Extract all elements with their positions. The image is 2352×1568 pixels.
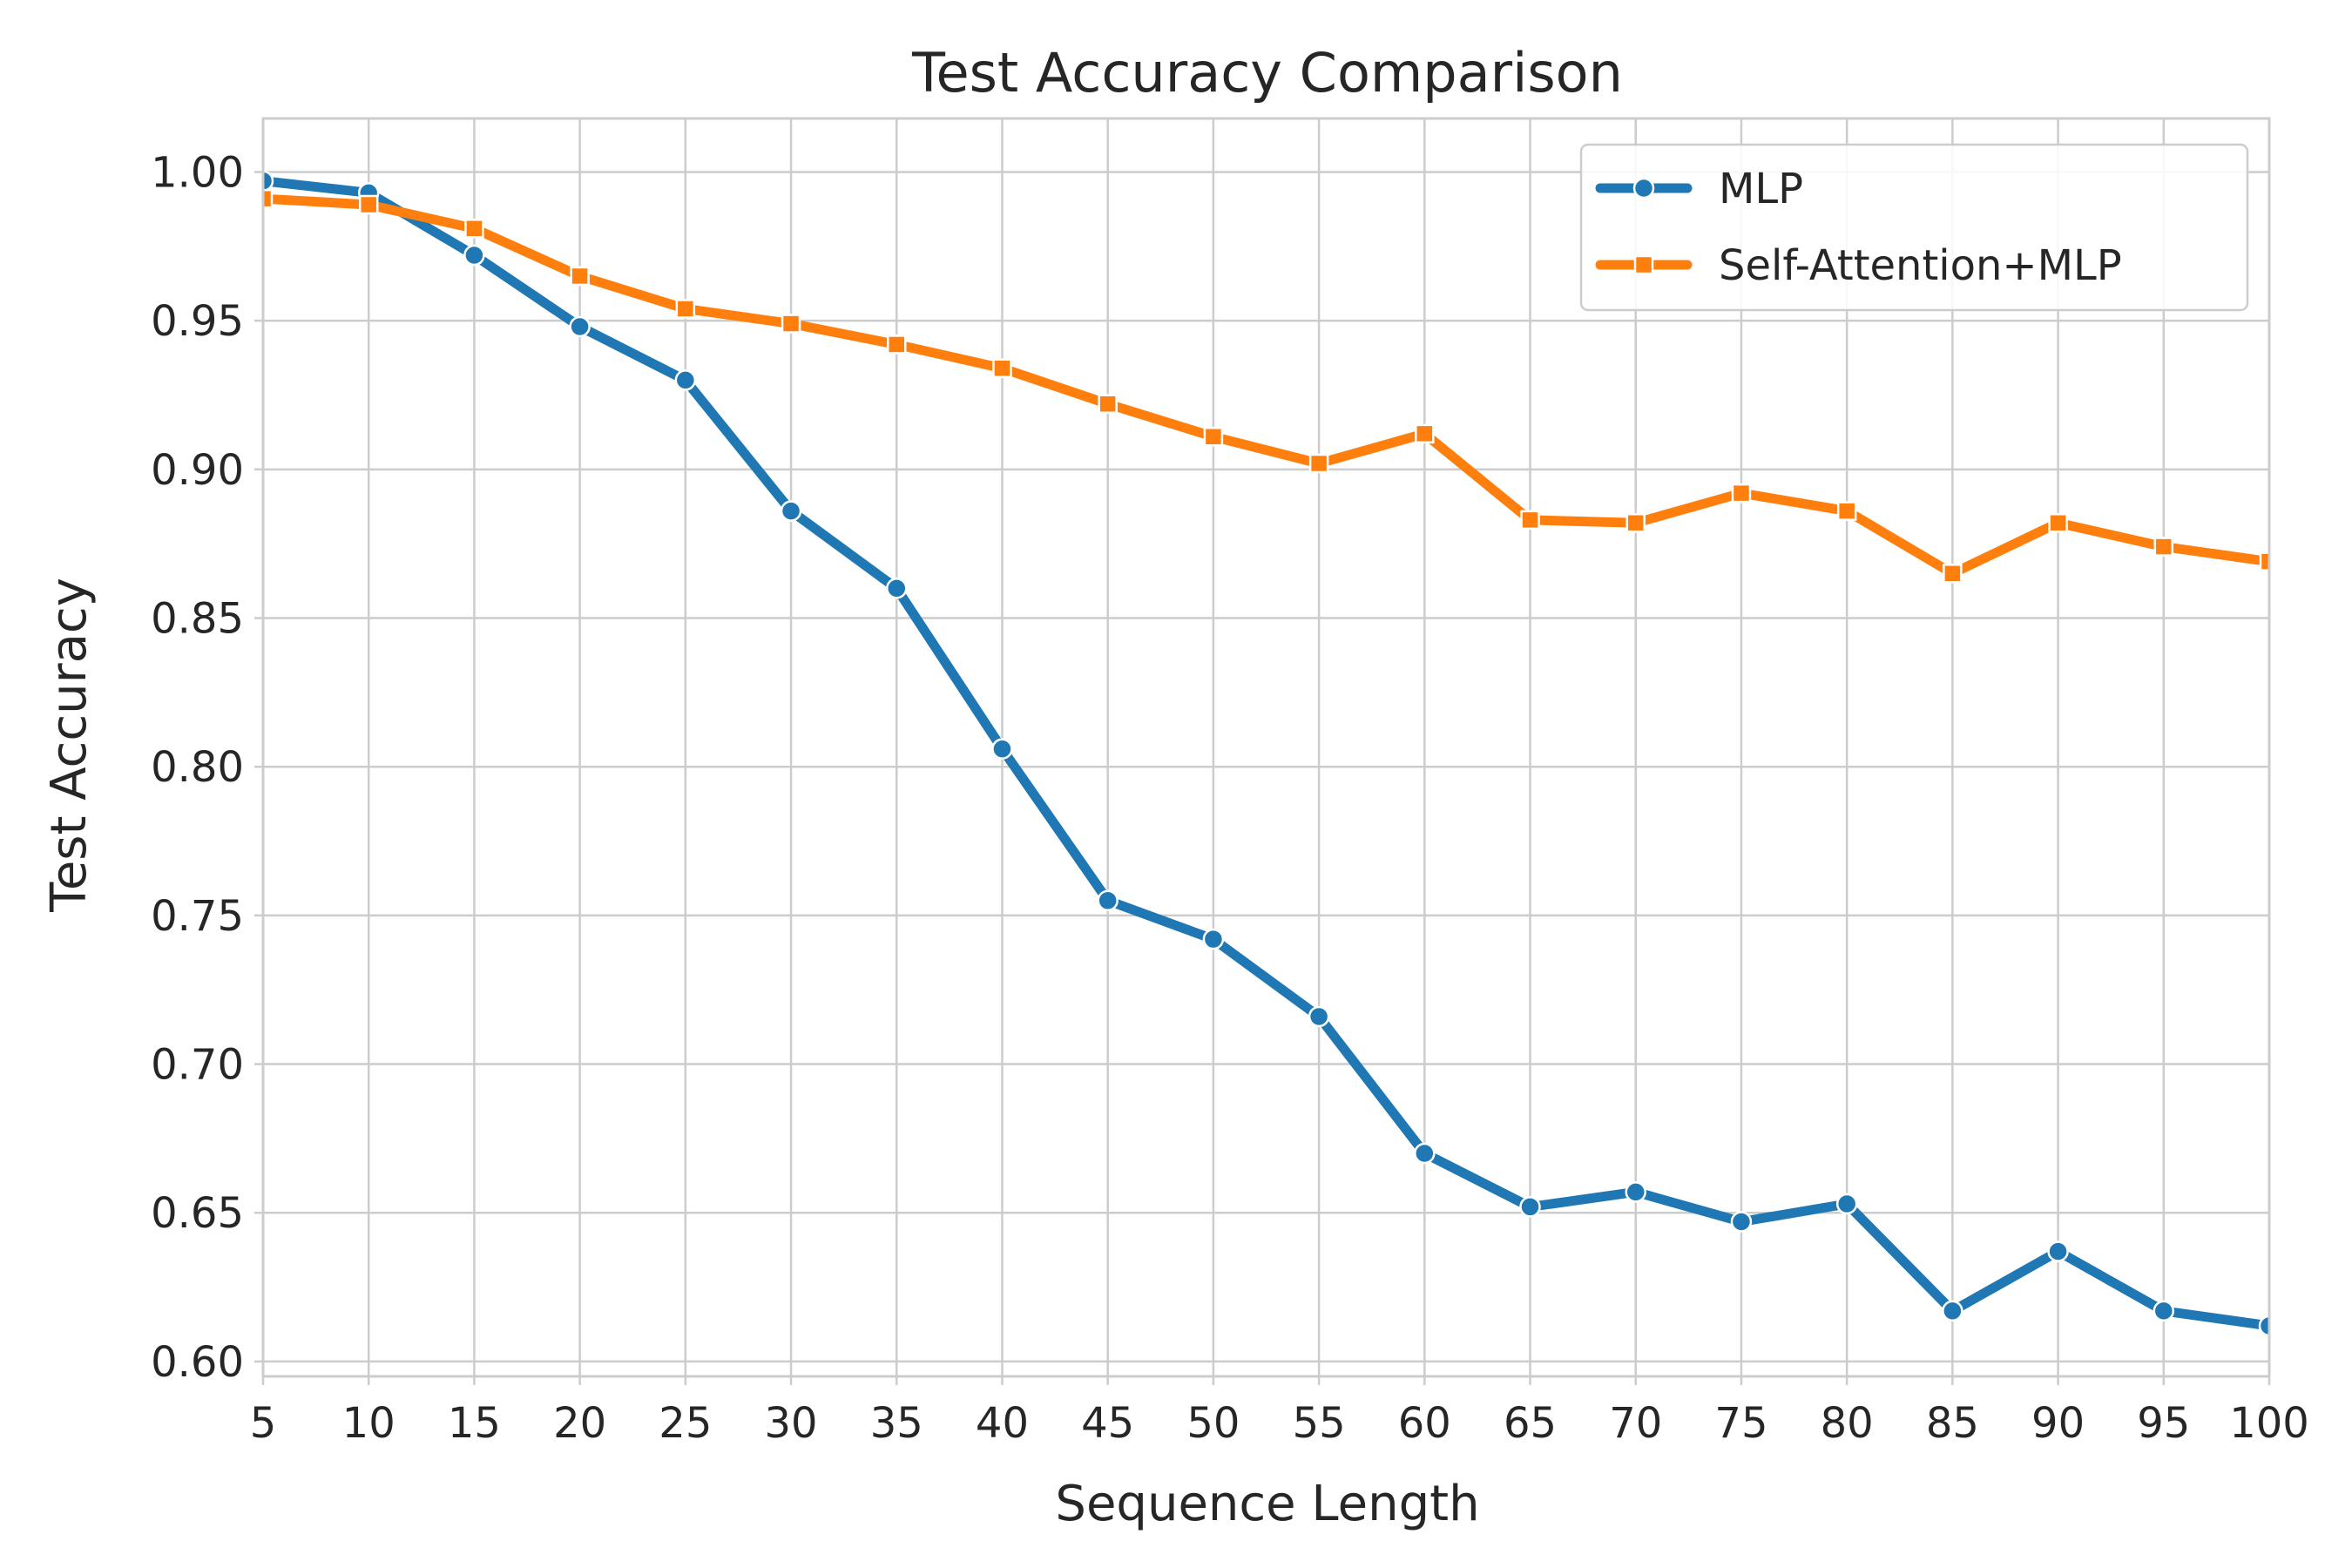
x-tick-label: 50: [1186, 1399, 1240, 1448]
x-tick-label: 85: [1926, 1399, 1979, 1448]
data-point: [1098, 394, 1118, 414]
y-tick-label: 0.80: [151, 743, 244, 792]
x-tick-label: 10: [342, 1399, 395, 1448]
data-point: [1097, 889, 1119, 912]
axis-ticks: 5 10 15 20 25 30 35 40 45 50 55 60 65 70 75 80 85 90 95 100…: [151, 148, 2309, 1448]
x-tick-label: 20: [553, 1399, 606, 1448]
x-tick-label: 25: [659, 1399, 712, 1448]
data-point: [674, 369, 697, 391]
data-point: [1415, 423, 1435, 444]
x-tick-label: 15: [448, 1399, 501, 1448]
data-point: [1836, 501, 1857, 521]
x-tick-label: 100: [2229, 1399, 2309, 1448]
data-point: [886, 578, 908, 599]
x-tick-label: 90: [2031, 1399, 2085, 1448]
legend-box: [1579, 143, 2249, 312]
data-point: [464, 219, 484, 239]
data-point: [263, 188, 274, 209]
x-tick-label: 60: [1398, 1399, 1451, 1448]
legend: MLP Self-Attention+MLP: [1579, 143, 2249, 312]
data-point: [1625, 513, 1646, 533]
data-point: [781, 314, 801, 334]
series-line: [263, 193, 2269, 578]
x-tick-label: 65: [1504, 1399, 1557, 1448]
data-point: [2259, 551, 2269, 571]
x-tick-label: 55: [1293, 1399, 1346, 1448]
legend-marker: [1632, 177, 1655, 199]
data-point: [1625, 1181, 1646, 1203]
data-point: [991, 738, 1013, 760]
plot-area: 5 10 15 20 25 30 35 40 45 50 55 60 65 70 75 80 85 90 95 100…: [151, 117, 2309, 1448]
legend-entry: MLP: [1595, 165, 1803, 213]
data-point: [1202, 928, 1225, 950]
plot-border: [261, 117, 2271, 1378]
data-point: [2048, 513, 2068, 533]
x-tick-label: 30: [765, 1399, 818, 1448]
y-tick-label: 0.60: [151, 1338, 244, 1387]
legend-entry: Self-Attention+MLP: [1595, 241, 2122, 290]
data-point: [887, 335, 907, 355]
y-axis-label: Test Accuracy: [41, 578, 98, 913]
data-point: [1308, 1005, 1330, 1028]
y-tick-label: 0.75: [151, 892, 244, 941]
data-point: [1414, 1142, 1436, 1165]
y-tick-label: 0.95: [151, 297, 244, 346]
x-axis-label: Sequence Length: [1055, 1476, 1479, 1532]
series-self-attention-mlp: [263, 188, 2269, 584]
y-tick-label: 0.85: [151, 595, 244, 644]
data-point: [1730, 1211, 1753, 1233]
data-point: [1519, 1196, 1541, 1218]
x-tick-label: 5: [250, 1399, 277, 1448]
data-point: [1835, 1193, 1858, 1215]
data-point: [1203, 427, 1224, 447]
legend-label: MLP: [1719, 165, 1803, 213]
x-tick-label: 80: [1821, 1399, 1874, 1448]
data-point: [463, 244, 485, 267]
x-tick-label: 95: [2137, 1399, 2190, 1448]
data-point: [263, 170, 274, 192]
data-point: [358, 194, 379, 215]
x-tick-label: 75: [1714, 1399, 1767, 1448]
x-tick-label: 40: [976, 1399, 1029, 1448]
legend-marker: [1633, 254, 1654, 275]
data-point: [1520, 510, 1540, 531]
data-point: [992, 358, 1012, 379]
legend-label: Self-Attention+MLP: [1719, 241, 2122, 290]
data-point: [675, 299, 696, 319]
data-point: [1942, 1300, 1963, 1322]
chart-title: Test Accuracy Comparison: [911, 41, 1623, 105]
data-point: [2047, 1240, 2069, 1262]
series-group: [263, 170, 2269, 1337]
data-point: [2153, 1300, 2175, 1322]
series-mlp: [263, 170, 2269, 1337]
data-point: [1308, 453, 1329, 474]
x-tick-label: 45: [1081, 1399, 1134, 1448]
data-point: [780, 500, 802, 522]
y-tick-label: 1.00: [151, 148, 244, 197]
y-tick-label: 0.90: [151, 446, 244, 495]
data-point: [570, 266, 590, 287]
data-point: [1943, 564, 1963, 584]
data-point: [569, 315, 591, 338]
series-line: [263, 176, 2269, 1331]
y-tick-label: 0.70: [151, 1041, 244, 1090]
data-point: [2153, 537, 2174, 557]
x-tick-label: 35: [870, 1399, 923, 1448]
plot-background: [263, 118, 2269, 1376]
data-point: [2258, 1315, 2269, 1337]
y-tick-label: 0.65: [151, 1189, 244, 1238]
x-tick-label: 70: [1609, 1399, 1662, 1448]
data-point: [1731, 483, 1752, 504]
